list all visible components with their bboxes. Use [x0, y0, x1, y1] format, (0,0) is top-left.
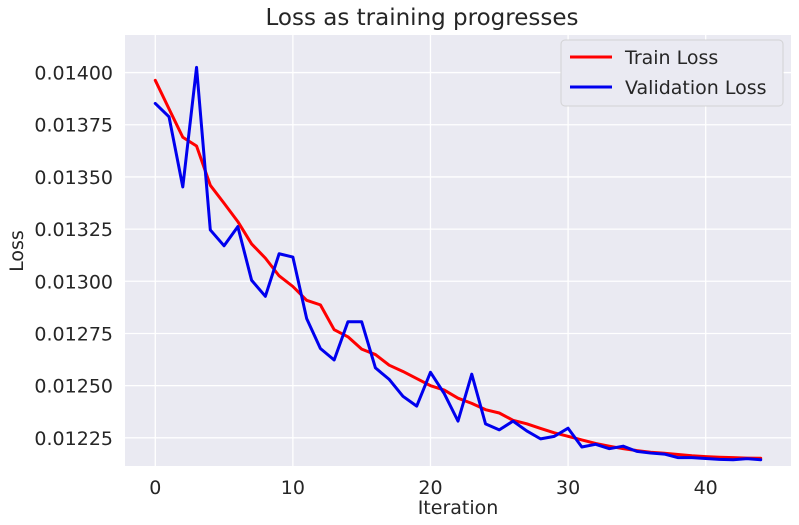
grid-lines	[125, 35, 791, 466]
x-tick-label: 10	[281, 477, 305, 499]
x-axis-label: Iteration	[418, 497, 499, 519]
x-tick-label: 40	[694, 477, 718, 499]
tick-labels: 0 10 20 30 40 0.01225 0.01250 0.01275 0.01300 0.0…	[34, 63, 717, 499]
series-lines	[153, 65, 763, 462]
y-tick-label: 0.01375	[34, 115, 113, 137]
y-tick-label: 0.01350	[34, 167, 113, 189]
x-tick-label: 20	[418, 477, 442, 499]
plot-area	[125, 35, 791, 466]
y-tick-label: 0.01300	[34, 271, 113, 293]
legend-label-train-loss: Train Loss	[624, 47, 718, 69]
y-tick-label: 0.01250	[34, 376, 113, 398]
x-tick-label: 0	[149, 477, 161, 499]
chart-title: Loss as training progresses	[266, 5, 579, 31]
legend: Train Loss Validation Loss	[560, 39, 784, 107]
y-axis-label: Loss	[6, 230, 28, 272]
y-tick-label: 0.01275	[34, 323, 113, 345]
y-tick-label: 0.01400	[34, 63, 113, 85]
legend-label-validation-loss: Validation Loss	[625, 77, 767, 99]
y-tick-label: 0.01225	[34, 428, 113, 450]
legend-box	[560, 39, 784, 107]
y-tick-label: 0.01325	[34, 219, 113, 241]
x-tick-label: 30	[556, 477, 580, 499]
